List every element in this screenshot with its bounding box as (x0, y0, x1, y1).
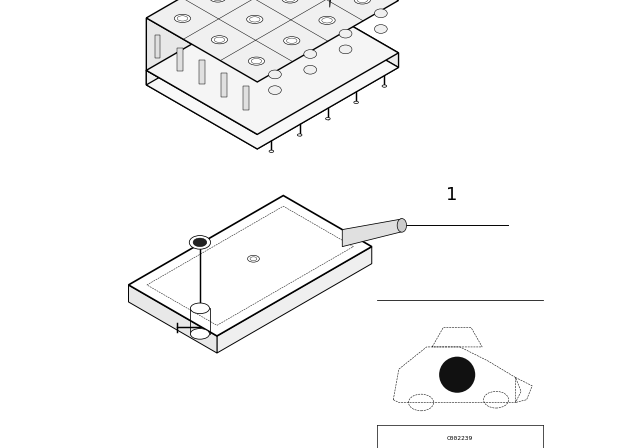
Ellipse shape (269, 70, 282, 79)
Ellipse shape (298, 134, 302, 136)
Polygon shape (177, 47, 182, 71)
Ellipse shape (339, 29, 352, 38)
Ellipse shape (339, 45, 352, 54)
Polygon shape (129, 285, 217, 353)
Polygon shape (330, 0, 332, 7)
Ellipse shape (374, 9, 387, 17)
Polygon shape (147, 0, 399, 82)
Ellipse shape (304, 50, 317, 58)
Ellipse shape (174, 14, 191, 22)
Ellipse shape (248, 57, 264, 65)
Ellipse shape (354, 0, 371, 4)
Ellipse shape (269, 150, 274, 152)
Ellipse shape (282, 0, 298, 3)
Ellipse shape (397, 219, 406, 232)
Polygon shape (243, 86, 249, 110)
Ellipse shape (304, 65, 317, 74)
Polygon shape (257, 53, 399, 149)
Ellipse shape (382, 85, 387, 87)
Circle shape (439, 357, 476, 393)
Polygon shape (154, 35, 161, 58)
Text: 1: 1 (447, 186, 458, 204)
Ellipse shape (210, 0, 226, 2)
Ellipse shape (374, 25, 387, 33)
Ellipse shape (211, 36, 228, 44)
Polygon shape (342, 219, 402, 246)
Ellipse shape (354, 101, 358, 103)
Ellipse shape (248, 255, 259, 262)
Polygon shape (147, 3, 399, 149)
Polygon shape (217, 246, 372, 353)
Ellipse shape (190, 303, 209, 314)
Polygon shape (147, 206, 353, 325)
Polygon shape (221, 73, 227, 97)
Ellipse shape (326, 117, 330, 120)
Ellipse shape (246, 15, 263, 23)
Ellipse shape (269, 86, 282, 95)
Ellipse shape (284, 37, 300, 45)
Polygon shape (147, 0, 287, 85)
Ellipse shape (190, 328, 209, 339)
Polygon shape (147, 0, 399, 134)
Polygon shape (287, 0, 399, 67)
Polygon shape (199, 60, 205, 84)
Polygon shape (147, 70, 257, 149)
Ellipse shape (193, 238, 207, 246)
Ellipse shape (189, 236, 211, 249)
Ellipse shape (319, 16, 335, 25)
Text: C002239: C002239 (447, 436, 473, 441)
Polygon shape (147, 18, 257, 134)
Polygon shape (129, 195, 372, 336)
